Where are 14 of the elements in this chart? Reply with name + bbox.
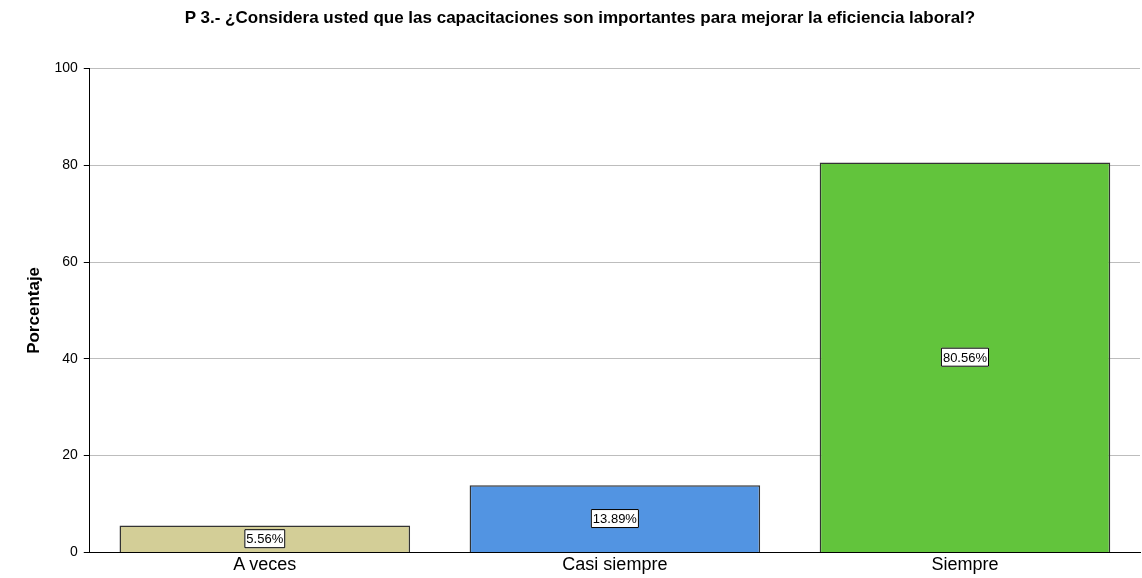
y-tick-label: 60 (62, 252, 78, 269)
x-tick-label: Casi siempre (562, 554, 668, 575)
y-tick-label: 0 (69, 543, 78, 560)
chart-title: P 3.- ¿Considera usted que las capacitaciones son importantes para mejorar la eficiencia laboral? (184, 7, 976, 27)
x-tick-label: A veces (233, 554, 297, 575)
y-tick-label: 80 (62, 156, 78, 173)
y-tick-label: 100 (54, 59, 78, 76)
y-tick-label: 20 (62, 446, 78, 463)
data-label: 80.56% (942, 349, 988, 365)
data-label: 13.89% (592, 511, 638, 527)
y-tick-label: 40 (62, 349, 78, 366)
y-axis-title: Porcentaje (23, 266, 43, 354)
data-label: 5.56% (246, 531, 284, 547)
x-tick-label: Siempre (931, 554, 999, 575)
